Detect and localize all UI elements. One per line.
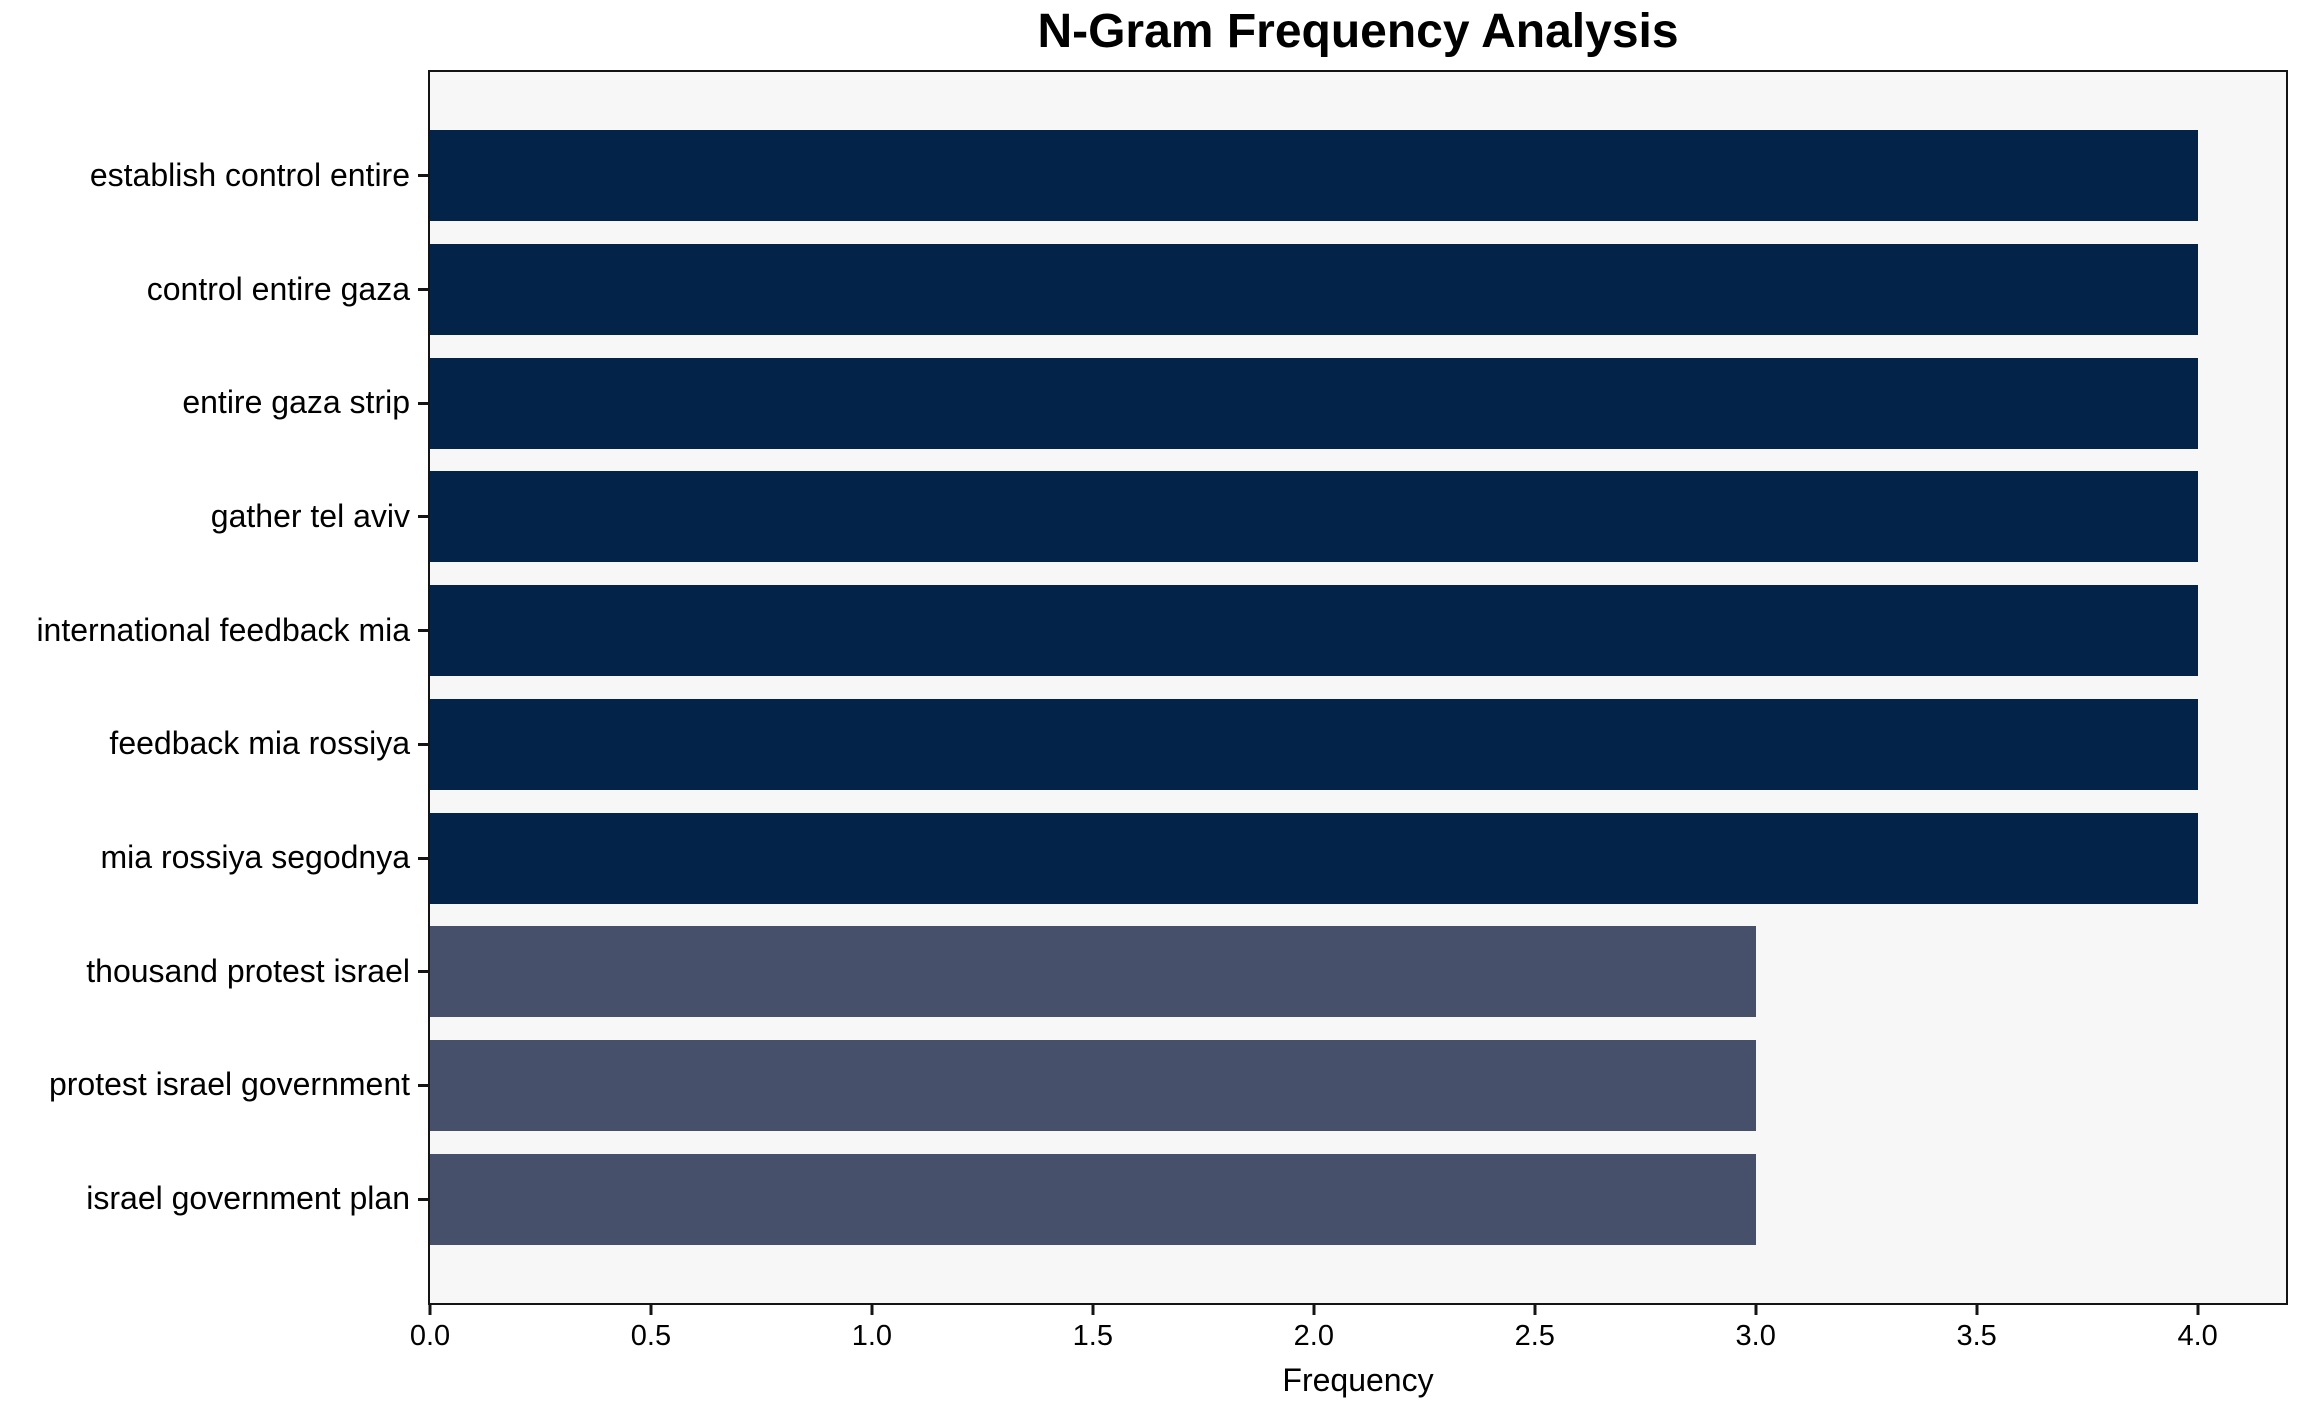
y-tick-label: gather tel aviv xyxy=(210,497,410,534)
x-tick-label: 0.0 xyxy=(409,1320,451,1352)
x-tick-label: 3.5 xyxy=(1956,1320,1997,1352)
x-tick-mark xyxy=(1533,1305,1537,1315)
bar xyxy=(430,357,2198,449)
y-tick-mark xyxy=(418,629,428,633)
x-tick-label: 1.0 xyxy=(851,1320,893,1352)
x-tick-mark xyxy=(1975,1305,1979,1315)
bar xyxy=(430,244,2198,336)
y-tick-label: israel government plan xyxy=(86,1179,410,1216)
bar xyxy=(430,698,2198,790)
bar xyxy=(430,1153,1756,1245)
x-tick-mark xyxy=(1754,1305,1758,1315)
x-tick-label: 4.0 xyxy=(2177,1320,2218,1352)
y-tick-mark xyxy=(418,856,428,860)
y-tick-label: thousand protest israel xyxy=(86,952,410,989)
x-tick-label: 1.5 xyxy=(1072,1320,1114,1352)
x-tick-label: 2.5 xyxy=(1514,1320,1555,1352)
bar xyxy=(430,1039,1756,1131)
x-tick-label: 2.0 xyxy=(1293,1320,1334,1352)
x-axis-label: Frequency xyxy=(1282,1362,1434,1398)
chart-title: N-Gram Frequency Analysis xyxy=(1037,5,1679,58)
y-tick-label: international feedback mia xyxy=(36,611,410,648)
x-tick-mark xyxy=(649,1305,653,1315)
x-tick-mark xyxy=(428,1305,432,1315)
bar xyxy=(430,130,2198,222)
bar xyxy=(430,812,2198,904)
y-tick-mark xyxy=(418,1083,428,1087)
plot-area xyxy=(428,70,2288,1305)
y-tick-label: establish control entire xyxy=(89,156,410,193)
x-tick-label: 0.5 xyxy=(630,1320,672,1352)
y-tick-mark xyxy=(418,515,428,519)
x-tick-label: 3.0 xyxy=(1735,1320,1776,1352)
y-tick-label: feedback mia rossiya xyxy=(109,725,410,762)
y-tick-mark xyxy=(418,970,428,974)
x-tick-mark xyxy=(870,1305,874,1315)
bar xyxy=(430,585,2198,677)
x-tick-mark xyxy=(2196,1305,2200,1315)
y-tick-mark xyxy=(418,401,428,405)
bar xyxy=(430,926,1756,1018)
bar xyxy=(430,471,2198,563)
x-tick-mark xyxy=(1312,1305,1316,1315)
y-tick-label: control entire gaza xyxy=(146,270,410,307)
x-tick-mark xyxy=(1091,1305,1095,1315)
y-tick-mark xyxy=(418,288,428,292)
y-tick-label: entire gaza strip xyxy=(182,384,410,421)
y-tick-mark xyxy=(418,742,428,746)
y-tick-label: protest israel government xyxy=(48,1066,410,1103)
y-tick-label: mia rossiya segodnya xyxy=(100,838,410,875)
y-tick-mark xyxy=(418,174,428,178)
y-tick-mark xyxy=(418,1197,428,1201)
